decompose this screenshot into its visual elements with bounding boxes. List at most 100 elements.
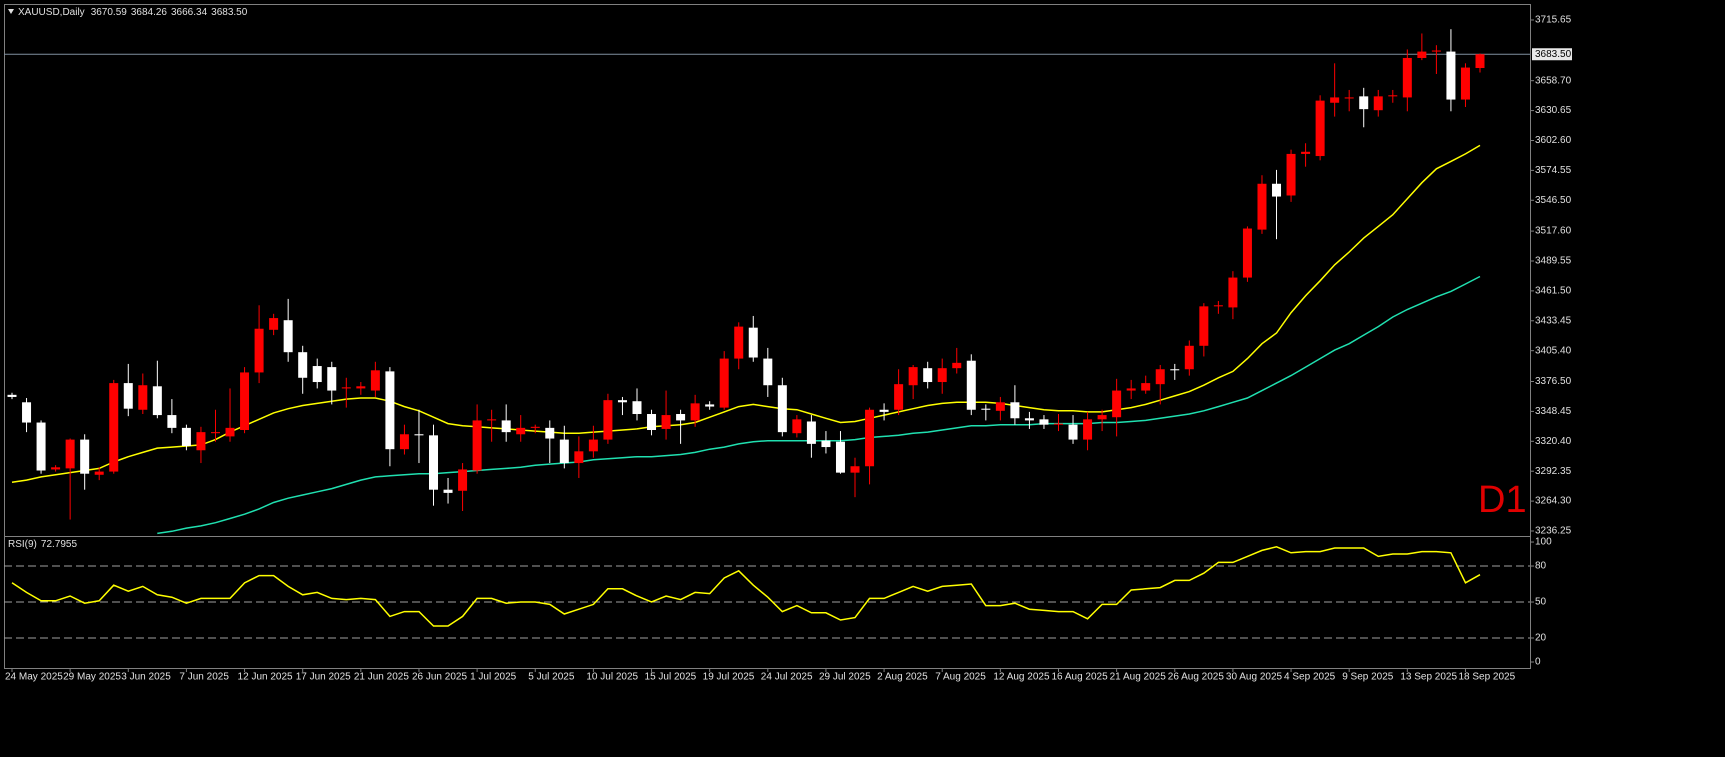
frame <box>4 4 1531 669</box>
x-tick-label: 12 Jun 2025 <box>238 672 293 683</box>
candle-body <box>705 404 715 407</box>
candle-body <box>777 385 787 433</box>
candle-body <box>952 362 962 369</box>
candle-body <box>1388 95 1398 97</box>
candle-body <box>879 409 889 412</box>
candle-body <box>1330 97 1340 103</box>
candle-body <box>1272 183 1282 197</box>
candle-body <box>1213 305 1223 307</box>
candle-body <box>22 402 32 423</box>
candle-body <box>966 360 976 410</box>
price-panel <box>4 29 1530 535</box>
candle-body <box>1024 418 1034 421</box>
candle-body <box>792 419 802 434</box>
candle-body <box>559 439 569 464</box>
candle-body <box>1301 151 1311 154</box>
candle-body <box>94 471 104 475</box>
candle-body <box>908 367 918 386</box>
candle-body <box>763 358 773 386</box>
candle-body <box>981 408 991 410</box>
timeframe-label: D1 <box>1478 479 1527 521</box>
candle-body <box>167 415 177 428</box>
candle-body <box>865 409 875 467</box>
candle-body <box>617 400 627 403</box>
candle-body <box>196 432 206 451</box>
candle-body <box>1199 306 1209 346</box>
y-tick-label: 100 <box>1535 537 1552 548</box>
candle-body <box>327 367 337 391</box>
price-label: 3683.50 <box>1535 49 1572 60</box>
rsi-line <box>11 546 1481 627</box>
x-tick-label: 21 Jun 2025 <box>354 672 409 683</box>
candle-body <box>399 434 409 450</box>
candle-body <box>835 441 845 473</box>
x-tick-label: 9 Sep 2025 <box>1342 672 1394 683</box>
rsi-panel <box>4 546 1530 639</box>
candle-body <box>51 467 61 470</box>
x-tick-label: 26 Aug 2025 <box>1168 672 1225 683</box>
candle-body <box>298 352 308 378</box>
candle-body <box>487 419 497 421</box>
candle-body <box>1228 277 1238 308</box>
candle-body <box>1402 57 1412 98</box>
candle-body <box>1068 424 1078 440</box>
candle-body <box>1315 100 1325 157</box>
y-tick-label: 3348.45 <box>1535 406 1572 417</box>
candle-body <box>472 420 482 471</box>
candle-body <box>690 403 700 421</box>
moving-average <box>11 144 1481 483</box>
candle-body <box>1286 153 1296 196</box>
candle-body <box>1242 228 1252 278</box>
candle-body <box>458 469 468 491</box>
candle-body <box>138 385 148 410</box>
price-label-box <box>1532 48 1572 61</box>
x-tick-label: 29 Jul 2025 <box>819 672 871 683</box>
y-tick-label: 3376.50 <box>1535 376 1572 387</box>
candle-body <box>647 414 657 431</box>
y-tick-label: 3236.25 <box>1535 526 1572 537</box>
candle-body <box>1460 67 1470 100</box>
candle-body <box>443 489 453 493</box>
x-tick-label: 12 Aug 2025 <box>993 672 1050 683</box>
candle-body <box>923 368 933 383</box>
y-tick-label: 3517.60 <box>1535 226 1572 237</box>
y-tick-label: 3405.40 <box>1535 345 1572 356</box>
candle-body <box>152 386 162 416</box>
candle-body <box>748 327 758 358</box>
x-tick-label: 26 Jun 2025 <box>412 672 467 683</box>
x-tick-label: 17 Jun 2025 <box>296 672 351 683</box>
candle-body <box>806 421 816 444</box>
candle-body <box>661 415 671 429</box>
candle-body <box>240 372 250 431</box>
candle-body <box>995 402 1005 411</box>
candle-body <box>1475 54 1485 69</box>
candle-body <box>603 400 613 440</box>
candle-body <box>1446 51 1456 100</box>
x-tick-label: 21 Aug 2025 <box>1110 672 1167 683</box>
x-tick-label: 10 Jul 2025 <box>586 672 638 683</box>
x-tick-label: 19 Jul 2025 <box>703 672 755 683</box>
candle-body <box>370 370 380 391</box>
candle-body <box>1373 96 1383 111</box>
candle-body <box>530 426 540 428</box>
x-tick-label: 24 May 2025 <box>5 672 63 683</box>
candle-body <box>254 328 264 373</box>
candle-body <box>1112 390 1122 418</box>
candle-body <box>283 320 293 353</box>
y-tick-label: 3630.65 <box>1535 105 1572 116</box>
y-tick-label: 3433.45 <box>1535 315 1572 326</box>
candle-body <box>545 427 555 439</box>
candle-body <box>1344 97 1354 99</box>
candle-body <box>1431 50 1441 52</box>
candle-body <box>36 422 46 471</box>
candle-body <box>1359 96 1369 110</box>
candle-body <box>312 366 322 383</box>
candle-body <box>341 387 351 389</box>
x-tick-label: 30 Aug 2025 <box>1226 672 1283 683</box>
candle-body <box>269 318 279 330</box>
menu-triangle[interactable] <box>8 9 14 14</box>
x-tick-label: 1 Jul 2025 <box>470 672 517 683</box>
y-tick-label: 3715.65 <box>1535 15 1572 26</box>
